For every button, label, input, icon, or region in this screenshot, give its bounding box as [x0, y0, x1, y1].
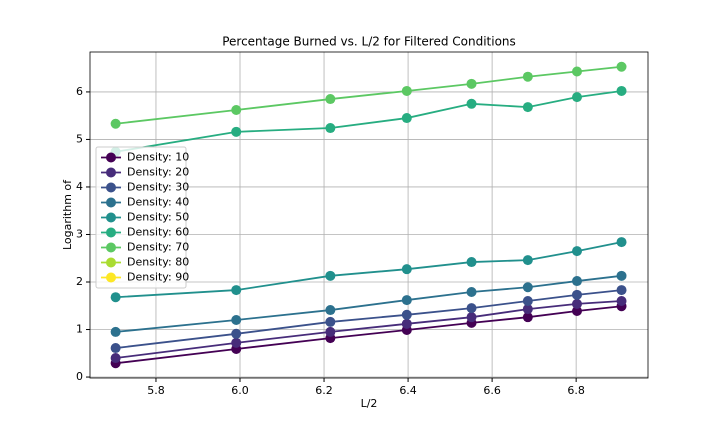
- data-point: [110, 353, 121, 364]
- data-point: [522, 71, 533, 82]
- legend-label: Density: 30: [127, 181, 189, 194]
- data-point: [231, 285, 242, 296]
- data-point: [571, 305, 582, 316]
- data-point: [110, 343, 121, 354]
- data-point: [325, 316, 336, 327]
- data-point: [325, 270, 336, 281]
- legend-marker: [106, 227, 116, 238]
- data-point: [522, 102, 533, 113]
- legend-label: Density: 70: [127, 241, 189, 254]
- data-point: [616, 61, 627, 72]
- data-point: [522, 282, 533, 293]
- legend-label: Density: 80: [127, 256, 189, 269]
- series-line: [115, 274, 622, 333]
- data-point: [231, 328, 242, 339]
- data-point: [466, 286, 477, 297]
- data-point: [401, 295, 412, 306]
- legend-label: Density: 10: [127, 151, 189, 164]
- series-line: [115, 90, 622, 153]
- chart-title: Percentage Burned vs. L/2 for Filtered C…: [222, 35, 516, 49]
- data-point: [110, 292, 121, 303]
- x-tick-label: 6.2: [315, 384, 333, 397]
- y-axis-label: Logarithm of: [61, 179, 74, 250]
- data-point: [466, 98, 477, 109]
- data-point: [571, 246, 582, 257]
- legend-marker: [106, 257, 116, 268]
- legend-marker: [106, 272, 116, 283]
- data-point: [522, 255, 533, 266]
- legend-label: Density: 50: [127, 211, 189, 224]
- y-tick-label: 5: [76, 132, 83, 145]
- legend-marker: [106, 152, 116, 163]
- data-point: [466, 312, 477, 323]
- data-point: [466, 257, 477, 268]
- data-point: [325, 305, 336, 316]
- data-point: [401, 85, 412, 96]
- y-tick-label: 2: [76, 275, 83, 288]
- data-point: [522, 304, 533, 315]
- data-point: [401, 309, 412, 320]
- data-point: [616, 296, 627, 307]
- legend-marker: [106, 212, 116, 223]
- data-point: [231, 337, 242, 348]
- x-tick-label: 6.0: [231, 384, 249, 397]
- series-line: [115, 65, 622, 125]
- data-point: [466, 78, 477, 89]
- data-point: [571, 289, 582, 300]
- data-point: [466, 303, 477, 314]
- data-point: [325, 94, 336, 105]
- data-point: [571, 298, 582, 309]
- x-tick-label: 5.8: [147, 384, 165, 397]
- y-tick-label: 0: [76, 370, 83, 383]
- x-tick-label: 6.4: [399, 384, 417, 397]
- series-line: [115, 241, 622, 299]
- data-point: [616, 270, 627, 281]
- y-tick-label: 3: [76, 227, 83, 240]
- data-point: [616, 237, 627, 248]
- data-point: [522, 312, 533, 323]
- data-point: [401, 113, 412, 124]
- data-point: [401, 264, 412, 275]
- data-point: [110, 118, 121, 129]
- data-point: [231, 315, 242, 326]
- data-point: [522, 296, 533, 307]
- data-point: [325, 123, 336, 134]
- data-point: [616, 285, 627, 296]
- data-point: [325, 326, 336, 337]
- x-tick-label: 6.8: [567, 384, 585, 397]
- legend-label: Density: 20: [127, 166, 189, 179]
- data-point: [571, 92, 582, 103]
- x-axis-label: L/2: [361, 397, 378, 410]
- y-tick-label: 4: [76, 180, 83, 193]
- plot-frame: [89, 51, 649, 379]
- data-point: [616, 85, 627, 96]
- data-point: [231, 126, 242, 137]
- legend-box: [95, 146, 187, 289]
- series-line: [115, 289, 622, 349]
- data-point: [231, 104, 242, 115]
- data-point: [110, 326, 121, 337]
- legend-label: Density: 90: [127, 271, 189, 284]
- data-point: [401, 318, 412, 329]
- legend-label: Density: 60: [127, 226, 189, 239]
- series-line: [115, 300, 622, 359]
- y-tick-label: 6: [76, 85, 83, 98]
- legend-marker: [106, 182, 116, 193]
- series-line: [115, 305, 622, 365]
- legend-marker: [106, 197, 116, 208]
- data-point: [571, 66, 582, 77]
- legend-marker: [106, 167, 116, 178]
- y-tick-label: 1: [76, 323, 83, 336]
- legend-label: Density: 40: [127, 196, 189, 209]
- legend-marker: [106, 242, 116, 253]
- data-point: [571, 276, 582, 287]
- x-tick-label: 6.6: [483, 384, 501, 397]
